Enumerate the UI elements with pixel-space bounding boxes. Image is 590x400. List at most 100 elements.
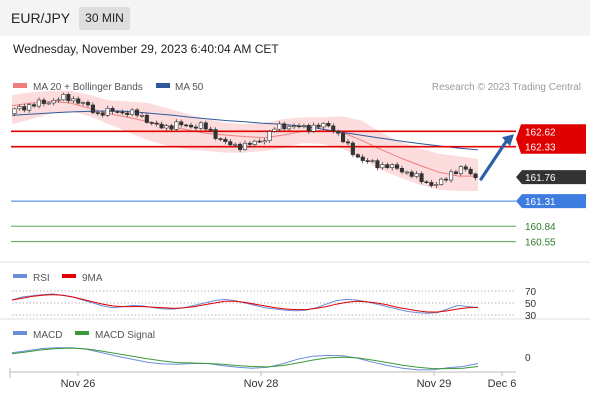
candle-body xyxy=(291,125,297,128)
candle-body xyxy=(198,122,203,129)
candle-body xyxy=(115,111,120,113)
resistance-tag-label: 162.62 xyxy=(525,127,556,138)
macd-legend-swatch xyxy=(13,331,27,335)
price-tag xyxy=(516,170,586,185)
candle-body xyxy=(130,109,135,115)
candle-body xyxy=(100,112,105,116)
candle-body xyxy=(385,164,390,169)
candle-body xyxy=(414,173,419,177)
macd-signal-legend-swatch xyxy=(75,331,89,335)
resistance-tag xyxy=(516,124,586,154)
candle-body xyxy=(238,143,243,150)
candle-body xyxy=(76,98,81,104)
rsi-ma-line xyxy=(11,294,479,313)
resistance-tag-label: 162.33 xyxy=(525,143,556,154)
candle-body xyxy=(287,126,292,130)
x-tick-label: Nov 29 xyxy=(417,378,452,390)
candle-body xyxy=(424,181,429,183)
candle-body xyxy=(282,123,287,130)
candle-body xyxy=(189,124,194,128)
candle-body xyxy=(17,106,22,110)
candle-body xyxy=(164,125,169,129)
candle-body xyxy=(149,122,154,124)
candle-body xyxy=(365,160,370,162)
candle-body xyxy=(296,125,302,128)
candle-body xyxy=(203,122,208,130)
candle-body xyxy=(336,130,341,134)
header-bar: EUR/JPY 30 MIN xyxy=(0,0,590,36)
candle-body xyxy=(61,94,66,101)
candle-body xyxy=(409,171,414,177)
candle-body xyxy=(174,121,179,130)
forecast-arrow-head xyxy=(502,134,514,147)
candle-body xyxy=(439,178,444,185)
candle-body xyxy=(86,102,91,106)
ma50-legend-swatch xyxy=(156,83,170,88)
candle-body xyxy=(154,122,159,125)
candle-body xyxy=(144,115,149,123)
candle-body xyxy=(41,99,46,104)
candle-body xyxy=(267,131,272,141)
x-tick-label: Dec 6 xyxy=(488,378,517,390)
candle-body xyxy=(321,123,326,128)
macd-signal-line xyxy=(11,347,479,370)
candle-body xyxy=(213,129,218,139)
rsi-legend-label: RSI xyxy=(33,273,50,284)
candle-body xyxy=(22,106,27,111)
candle-body xyxy=(326,123,331,127)
target-label: 160.84 xyxy=(525,222,556,233)
candle-body xyxy=(360,156,365,161)
rsi-ma-legend-swatch xyxy=(62,274,76,278)
candle-body xyxy=(350,142,355,155)
candle-body xyxy=(81,102,86,104)
candle-body xyxy=(394,164,400,169)
candle-body xyxy=(95,112,100,114)
candle-body xyxy=(208,128,213,131)
candle-body xyxy=(331,125,336,132)
candle-body xyxy=(51,100,56,104)
forecast-arrow xyxy=(479,138,509,181)
candle-body xyxy=(340,132,346,143)
candle-body xyxy=(370,160,375,162)
candle-body xyxy=(375,160,380,169)
rsi-tick-label: 70 xyxy=(525,287,537,298)
candle-body xyxy=(262,140,267,143)
timestamp: Wednesday, November 29, 2023 6:40:04 AM … xyxy=(13,42,279,56)
candle-body xyxy=(419,173,424,183)
candle-body xyxy=(468,168,473,175)
candle-body xyxy=(139,115,144,117)
candle-body xyxy=(434,184,439,186)
candle-body xyxy=(159,123,164,129)
macd-signal-legend-label: MACD Signal xyxy=(95,330,155,341)
candle-body xyxy=(125,112,130,116)
candle-body xyxy=(257,140,262,143)
bollinger-mid-line xyxy=(11,100,478,177)
candle-body xyxy=(247,142,252,145)
candle-body xyxy=(46,102,51,105)
rsi-tick-label: 30 xyxy=(525,311,537,322)
candle-body xyxy=(179,121,184,126)
candle-body xyxy=(458,166,463,174)
candle-body xyxy=(105,108,110,116)
timeframe-button[interactable]: 30 MIN xyxy=(79,7,130,30)
candle-body xyxy=(429,182,434,186)
price-tag xyxy=(516,194,586,209)
ma50-legend-label: MA 50 xyxy=(175,82,204,93)
candle-body xyxy=(233,143,238,146)
candle-body xyxy=(228,141,233,146)
x-tick-label: Nov 26 xyxy=(61,378,96,390)
rsi-legend-swatch xyxy=(13,274,27,278)
candle-body xyxy=(306,125,311,132)
bollinger-legend-label: MA 20 + Bollinger Bands xyxy=(33,82,143,93)
price-tag-label: 161.76 xyxy=(525,173,556,184)
credit-label: Research © 2023 Trading Central xyxy=(432,82,581,93)
price-tag-label: 161.31 xyxy=(525,197,556,208)
candle-body xyxy=(184,124,189,127)
candle-body xyxy=(277,123,282,130)
candle-body xyxy=(404,171,409,174)
macd-legend-label: MACD xyxy=(33,330,62,341)
candle-body xyxy=(36,99,42,107)
candle-body xyxy=(218,138,223,140)
macd-tick-label: 0 xyxy=(525,353,531,364)
